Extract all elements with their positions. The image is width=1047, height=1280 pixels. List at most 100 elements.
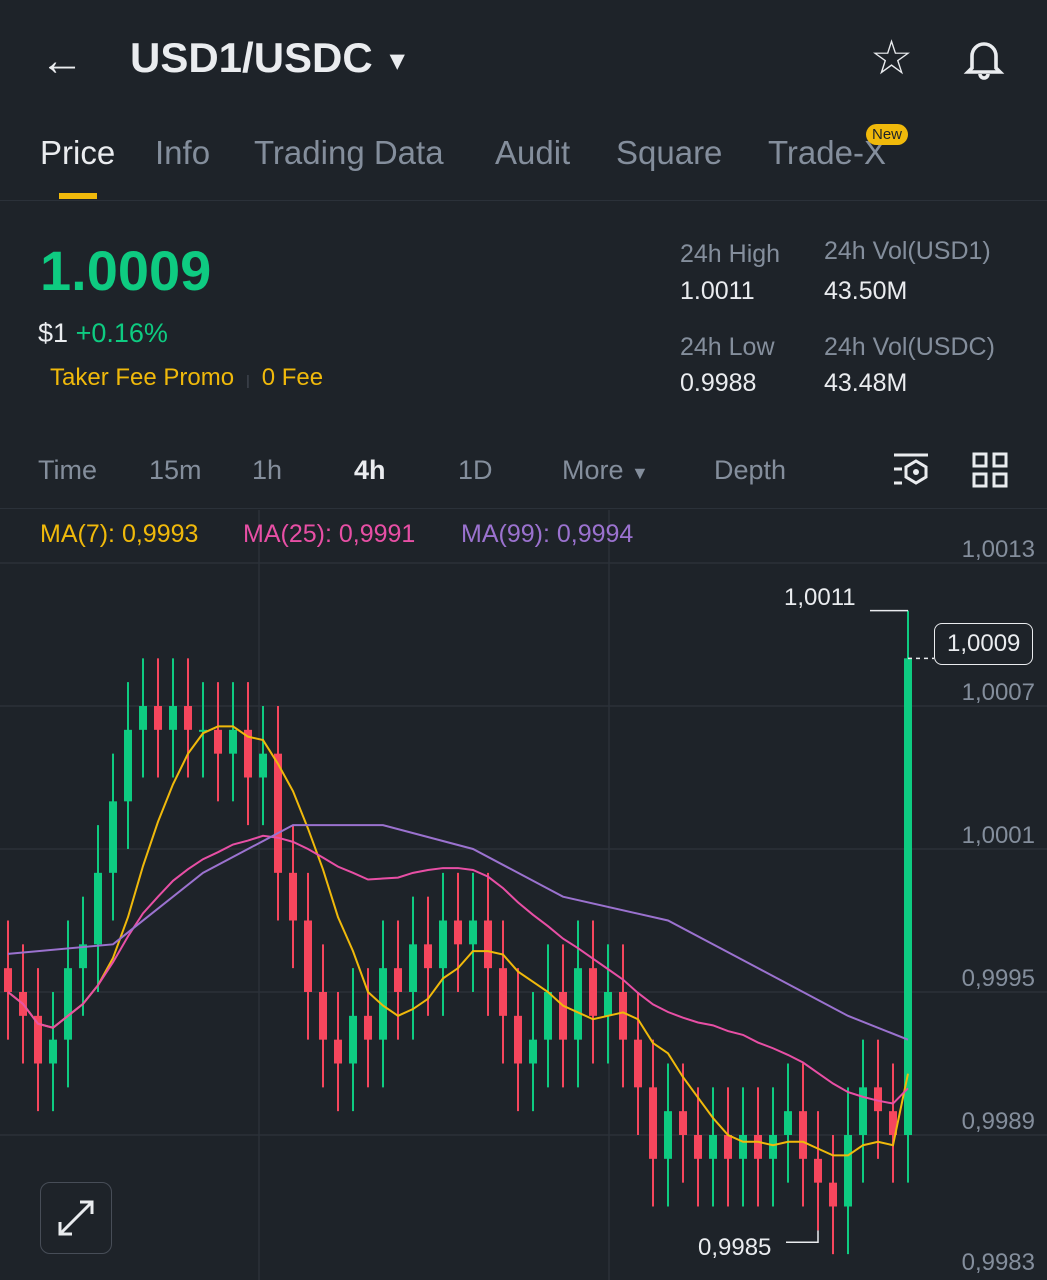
chevron-down-icon: ▼ [384,45,411,76]
candle-down [814,1158,822,1183]
bell-icon[interactable] [960,34,1008,82]
candle-down [394,968,402,992]
candle-up [79,944,87,969]
candle-up [139,705,147,730]
timeframe-15m[interactable]: 15m [149,455,202,485]
candle-down [799,1111,807,1159]
candle-up [94,872,102,945]
timeframe-time[interactable]: Time [38,455,97,485]
candle-up [409,944,417,992]
candle-down [559,991,567,1040]
new-badge: New [866,124,909,145]
candle-down [649,1087,657,1159]
candle-up [664,1111,672,1159]
ma99-line [7,824,909,1041]
candle-up [64,968,72,1040]
ma99-legend: MA(99): 0,9994 [461,520,634,548]
low-label: 24h Low [680,333,775,361]
candle-up [529,1039,537,1064]
candle-down [364,1015,372,1040]
candle-up [229,729,237,754]
fullscreen-button[interactable] [40,1182,112,1254]
candle-up [904,658,912,1135]
candle-down [319,991,327,1040]
star-icon[interactable]: ☆ [870,32,914,85]
candle-down [679,1111,687,1135]
candle-down [619,991,627,1040]
candlestick-chart[interactable] [0,510,1047,1280]
candle-down [829,1182,837,1207]
candle-down [754,1134,762,1159]
layout-grid-icon[interactable] [972,452,1008,488]
price-change-row: $1 +0.16% [38,318,168,349]
y-tick: 0,9983 [961,1249,1035,1276]
high-label: 24h High [680,240,781,268]
vol2-label: 24h Vol(USDC) [824,333,995,361]
y-tick: 0,9989 [961,1108,1035,1135]
candle-down [634,1039,642,1088]
candle-down [514,1015,522,1064]
ma25-legend: MA(25): 0,9991 [243,520,416,548]
candle-down [274,753,282,873]
candle-down [4,968,12,992]
indicator-settings-icon[interactable] [892,451,930,489]
timeframe-1h[interactable]: 1h [252,455,283,485]
candle-up [574,968,582,1040]
tab-info[interactable]: Info [155,134,211,171]
candle-down [34,1015,42,1064]
candle-down [484,920,492,969]
timeframe-4h[interactable]: 4h [354,455,386,485]
candle-up [349,1015,357,1064]
last-price: 1.0009 [40,239,212,302]
vol1-label: 24h Vol(USD1) [824,237,991,265]
expand-icon [58,1200,94,1236]
tab-price[interactable]: Price [40,134,116,171]
candle-up [709,1134,717,1159]
candle-up [859,1087,867,1135]
vol1-value: 43.50M [824,277,908,305]
candle-down [244,729,252,778]
candle-up [169,705,177,730]
timeframe-more[interactable]: More ▼ [562,455,649,486]
candle-down [334,1039,342,1064]
vol2-value: 43.48M [824,369,908,397]
candle-up [604,991,612,1016]
candle-down [874,1087,882,1112]
tab-audit[interactable]: Audit [495,134,571,171]
promo-value: 0 Fee [261,364,324,391]
candle-down [589,968,597,1016]
low-value: 0.9988 [680,369,757,397]
candle-down [694,1134,702,1159]
candle-up [544,991,552,1040]
tab-square[interactable]: Square [616,134,723,171]
price-change: +0.16% [75,318,168,348]
candle-up [379,968,387,1040]
ma25-line [7,834,909,1105]
low-marker-line [786,1230,819,1243]
pair-name: USD1/USDC [130,34,373,81]
current-price-marker[interactable]: 1,0009 [934,623,1034,665]
candle-up [124,729,132,802]
fee-promo[interactable]: Taker Fee Promo | 0 Fee [50,364,324,391]
candle-up [844,1134,852,1207]
candle-down [184,705,192,730]
active-tab-indicator [59,193,97,199]
high-value: 1.0011 [680,277,755,305]
ma7-line [7,725,909,1157]
candle-down [154,705,162,730]
candle-down [724,1134,732,1159]
candle-up [49,1039,57,1064]
y-tick: 1,0007 [961,679,1035,706]
candle-up [259,753,267,778]
timeframe-1d[interactable]: 1D [458,455,493,485]
tab-trade-x[interactable]: Trade-X [768,134,886,171]
depth-tab[interactable]: Depth [714,455,787,485]
high-marker: 1,0011 [784,584,856,611]
candle-up [109,801,117,873]
candle-down [889,1111,897,1135]
back-button[interactable]: ← [40,36,84,85]
divider [0,508,1047,509]
pair-title[interactable]: USD1/USDC ▼ [130,34,410,82]
y-tick: 1,0013 [961,536,1035,563]
tab-trading-data[interactable]: Trading Data [254,134,444,171]
